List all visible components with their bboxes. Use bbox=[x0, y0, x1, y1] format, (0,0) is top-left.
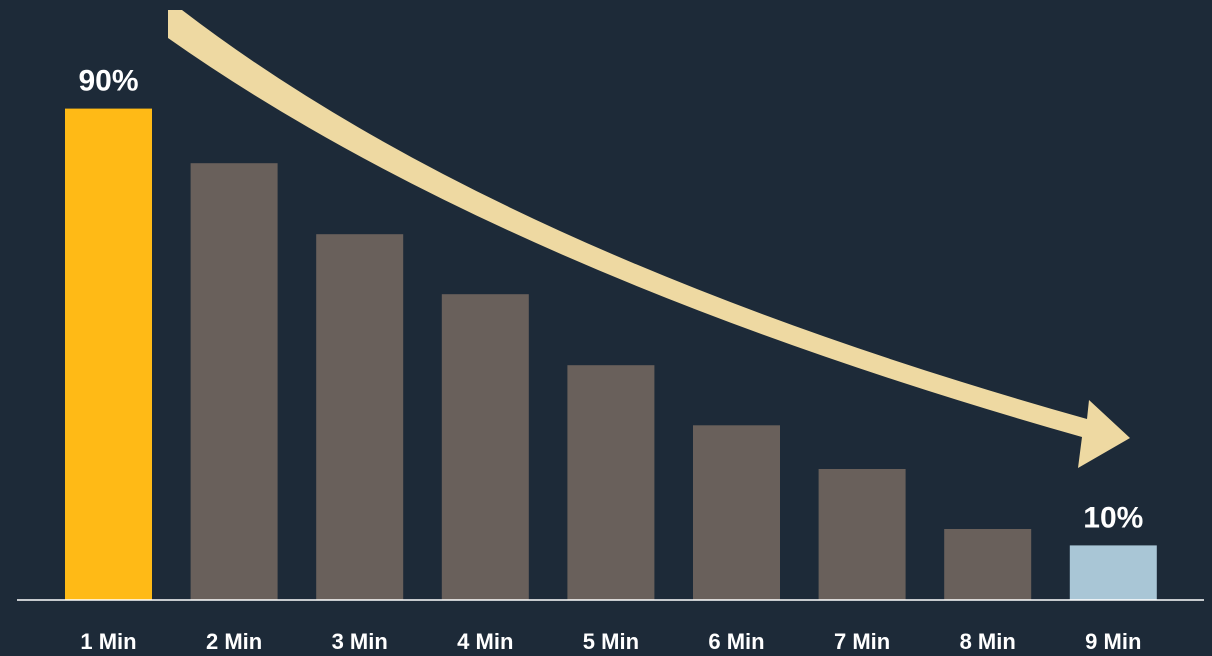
bar-6 bbox=[693, 425, 780, 600]
bar-4 bbox=[441, 294, 529, 600]
data-label: 90% bbox=[78, 65, 138, 98]
x-tick-label: 6 Min bbox=[708, 629, 764, 654]
bar-1 bbox=[65, 108, 152, 600]
data-label: 10% bbox=[1083, 501, 1143, 534]
x-tick-label: 7 Min bbox=[834, 629, 890, 654]
trend-arrow bbox=[168, 10, 1130, 468]
bars-group bbox=[65, 108, 1157, 600]
x-tick-label: 1 Min bbox=[80, 629, 136, 654]
x-tick-label: 3 Min bbox=[332, 629, 388, 654]
x-tick-label: 5 Min bbox=[583, 629, 639, 654]
bar-8 bbox=[944, 529, 1032, 600]
x-tick-label: 4 Min bbox=[457, 629, 513, 654]
bar-2 bbox=[190, 163, 278, 600]
bar-5 bbox=[567, 365, 655, 600]
data-labels: 90% 10% bbox=[78, 65, 1143, 535]
bar-3 bbox=[316, 234, 404, 600]
x-tick-label: 9 Min bbox=[1085, 629, 1141, 654]
bar-9 bbox=[1069, 545, 1157, 600]
bar-7 bbox=[818, 469, 906, 600]
x-tick-labels: 1 Min 2 Min 3 Min 4 Min 5 Min 6 Min 7 Min 8 Min… bbox=[80, 629, 1141, 654]
x-tick-label: 2 Min bbox=[206, 629, 262, 654]
x-tick-label: 8 Min bbox=[960, 629, 1016, 654]
